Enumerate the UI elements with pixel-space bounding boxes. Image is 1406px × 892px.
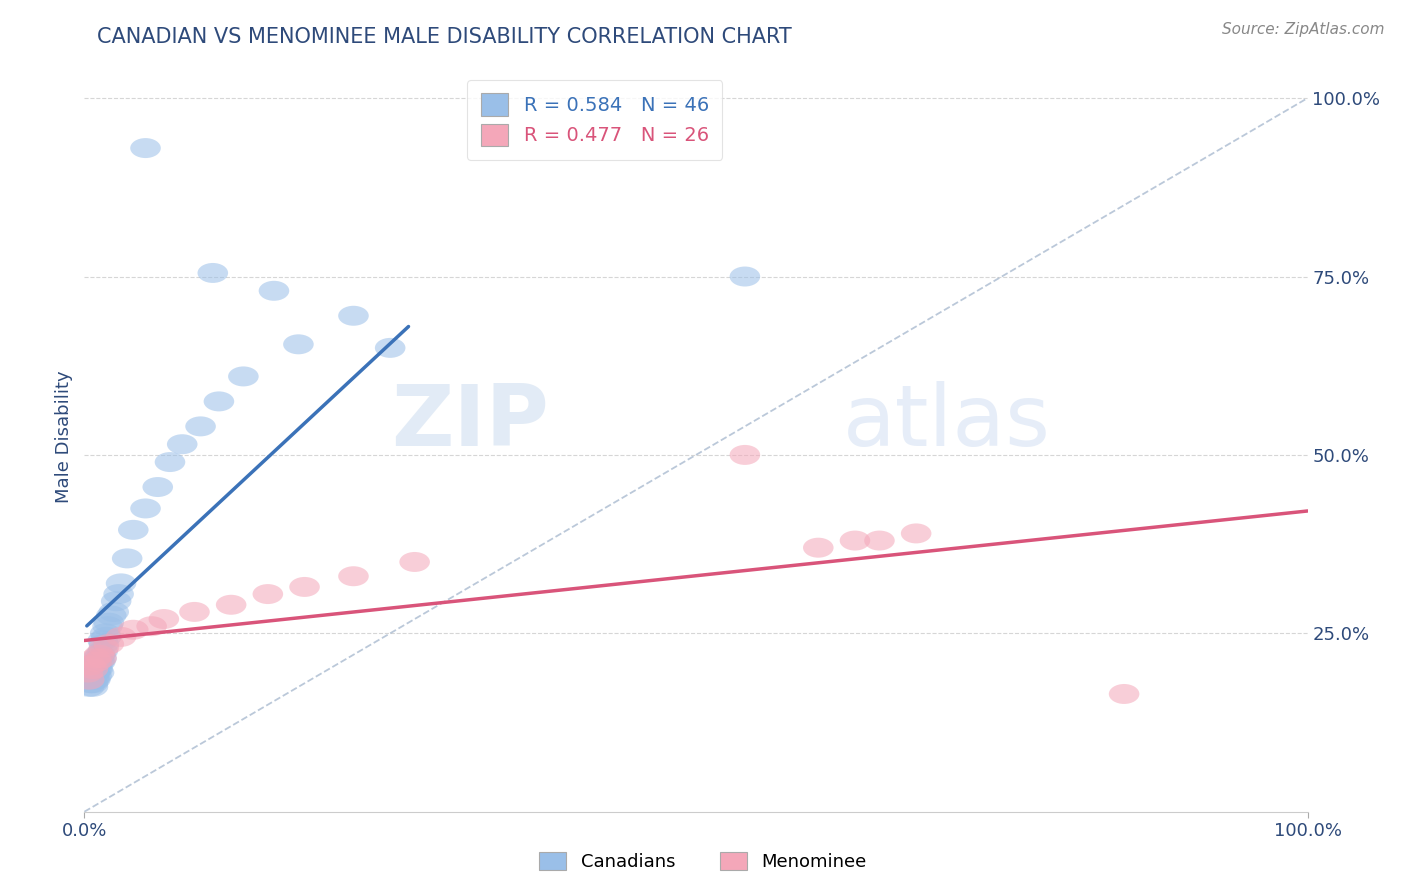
Ellipse shape <box>76 663 107 682</box>
Ellipse shape <box>73 663 103 682</box>
Legend: Canadians, Menominee: Canadians, Menominee <box>531 845 875 879</box>
Ellipse shape <box>90 624 121 643</box>
Ellipse shape <box>142 477 173 497</box>
Ellipse shape <box>82 666 112 686</box>
Ellipse shape <box>112 549 142 568</box>
Ellipse shape <box>228 367 259 386</box>
Ellipse shape <box>93 616 122 636</box>
Ellipse shape <box>131 138 160 158</box>
Ellipse shape <box>375 338 405 358</box>
Ellipse shape <box>87 641 118 661</box>
Ellipse shape <box>253 584 283 604</box>
Ellipse shape <box>75 677 104 697</box>
Ellipse shape <box>84 645 115 665</box>
Ellipse shape <box>259 281 290 301</box>
Ellipse shape <box>79 656 110 675</box>
Ellipse shape <box>94 613 124 632</box>
Ellipse shape <box>80 648 111 668</box>
Ellipse shape <box>75 673 105 693</box>
Ellipse shape <box>155 452 186 472</box>
Ellipse shape <box>283 334 314 354</box>
Y-axis label: Male Disability: Male Disability <box>55 371 73 503</box>
Ellipse shape <box>101 591 131 611</box>
Ellipse shape <box>77 659 108 679</box>
Text: CANADIAN VS MENOMINEE MALE DISABILITY CORRELATION CHART: CANADIAN VS MENOMINEE MALE DISABILITY CO… <box>97 27 792 47</box>
Ellipse shape <box>730 267 761 286</box>
Ellipse shape <box>75 666 105 686</box>
Text: Source: ZipAtlas.com: Source: ZipAtlas.com <box>1222 22 1385 37</box>
Ellipse shape <box>186 417 217 436</box>
Ellipse shape <box>79 670 110 690</box>
Ellipse shape <box>339 566 368 586</box>
Ellipse shape <box>76 670 107 690</box>
Ellipse shape <box>84 663 114 682</box>
Ellipse shape <box>98 602 129 622</box>
Ellipse shape <box>901 524 931 543</box>
Ellipse shape <box>136 616 167 636</box>
Ellipse shape <box>77 673 108 693</box>
Ellipse shape <box>77 677 108 697</box>
Ellipse shape <box>75 670 104 690</box>
Ellipse shape <box>89 634 120 654</box>
Ellipse shape <box>84 652 114 672</box>
Ellipse shape <box>103 584 134 604</box>
Ellipse shape <box>80 663 111 682</box>
Ellipse shape <box>399 552 430 572</box>
Ellipse shape <box>839 531 870 550</box>
Text: atlas: atlas <box>842 381 1050 464</box>
Ellipse shape <box>131 499 160 518</box>
Ellipse shape <box>91 627 122 647</box>
Ellipse shape <box>179 602 209 622</box>
Ellipse shape <box>84 652 115 672</box>
Ellipse shape <box>87 631 118 650</box>
Ellipse shape <box>83 648 112 668</box>
Ellipse shape <box>82 652 112 672</box>
Ellipse shape <box>86 648 117 668</box>
Ellipse shape <box>75 656 105 675</box>
Ellipse shape <box>217 595 246 615</box>
Ellipse shape <box>80 670 111 690</box>
Ellipse shape <box>290 577 319 597</box>
Ellipse shape <box>197 263 228 283</box>
Ellipse shape <box>118 620 149 640</box>
Ellipse shape <box>94 634 124 654</box>
Legend: R = 0.584   N = 46, R = 0.477   N = 26: R = 0.584 N = 46, R = 0.477 N = 26 <box>467 79 723 160</box>
Ellipse shape <box>105 574 136 593</box>
Ellipse shape <box>89 638 120 657</box>
Ellipse shape <box>167 434 197 454</box>
Ellipse shape <box>865 531 894 550</box>
Ellipse shape <box>86 648 117 668</box>
Ellipse shape <box>803 538 834 558</box>
Ellipse shape <box>105 627 136 647</box>
Ellipse shape <box>339 306 368 326</box>
Ellipse shape <box>118 520 149 540</box>
Ellipse shape <box>84 645 114 665</box>
Ellipse shape <box>79 663 110 682</box>
Ellipse shape <box>730 445 761 465</box>
Ellipse shape <box>96 606 127 625</box>
Ellipse shape <box>1109 684 1139 704</box>
Ellipse shape <box>204 392 235 411</box>
Ellipse shape <box>82 659 112 679</box>
Ellipse shape <box>83 659 112 679</box>
Ellipse shape <box>82 652 112 672</box>
Ellipse shape <box>149 609 179 629</box>
Text: ZIP: ZIP <box>391 381 550 464</box>
